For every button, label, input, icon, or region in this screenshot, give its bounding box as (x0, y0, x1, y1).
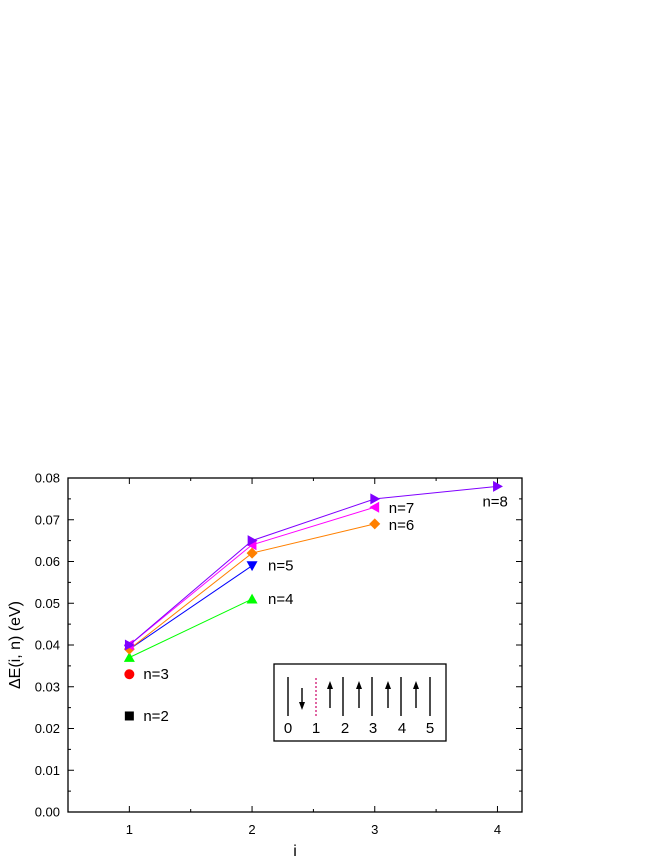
series-label: n=7 (389, 500, 414, 517)
series-n-7 (123, 501, 380, 651)
y-tick-label: 0.08 (35, 471, 60, 486)
data-point (369, 518, 381, 530)
series-line (129, 565, 253, 650)
data-point (246, 593, 258, 604)
data-point (124, 711, 134, 721)
data-point (493, 480, 503, 492)
spin-up-arrowhead (413, 681, 419, 689)
series-n-8 (124, 480, 503, 651)
data-point (370, 493, 381, 505)
y-tick-label: 0.01 (35, 763, 60, 778)
y-tick-label: 0.04 (35, 638, 60, 653)
series-label: n=8 (482, 493, 507, 510)
spin-up-arrowhead (385, 681, 391, 689)
data-point (123, 652, 135, 662)
inset-site-label: 4 (398, 720, 406, 737)
spin-up-arrowhead (327, 681, 333, 689)
y-tick-label: 0.05 (35, 596, 60, 611)
data-point (124, 639, 135, 651)
spin-down-arrowhead (299, 702, 305, 710)
axes: 0.00 0.01 0.02 0.03 0.04 0.05 0.06 0.07 0.08 1 2 3 4 (35, 471, 523, 837)
y-tick-label: 0.02 (35, 721, 60, 736)
series-label: n=6 (389, 517, 414, 534)
spin-up-arrowhead (356, 681, 362, 689)
inset-site-label: 2 (341, 720, 349, 737)
inset-site-label: 0 (284, 720, 292, 737)
y-axis-title: ΔE(i, n) (eV) (7, 601, 24, 689)
data-point (369, 501, 380, 513)
y-tick-label: 0.06 (35, 554, 60, 569)
x-tick-label: 2 (248, 822, 255, 837)
data-point (246, 547, 258, 559)
y-tick-label: 0.07 (35, 512, 60, 527)
series-n-4 (123, 593, 258, 662)
y-tick-label: 0.00 (35, 805, 60, 820)
series-label: n=4 (268, 591, 293, 608)
x-tick-label: 3 (371, 822, 378, 837)
series-label: n=3 (143, 666, 168, 683)
data-point (124, 669, 135, 680)
inset-site-label: 5 (426, 720, 434, 737)
x-tick-label: 4 (494, 822, 501, 837)
inset-site-label: 3 (369, 720, 377, 737)
series-labels: n=2 n=3 n=4 n=5 n=6n=7 n=8 (143, 493, 508, 725)
series-line (129, 485, 498, 646)
series-n-3 (124, 669, 135, 680)
data-point (247, 535, 258, 547)
series-line (129, 598, 253, 658)
x-tick-label: 1 (126, 822, 133, 837)
inset-site-label: 1 (312, 720, 320, 737)
series-n-2 (124, 711, 134, 721)
series-n-5 (123, 561, 258, 655)
x-axis-title: i (293, 843, 297, 860)
y-tick-label: 0.03 (35, 679, 60, 694)
series-label: n=5 (268, 558, 293, 575)
data-point (246, 561, 258, 572)
spin-inset: 0 1 2 3 4 5 (273, 663, 447, 742)
series-label: n=2 (143, 708, 168, 725)
series-layer (123, 480, 503, 721)
